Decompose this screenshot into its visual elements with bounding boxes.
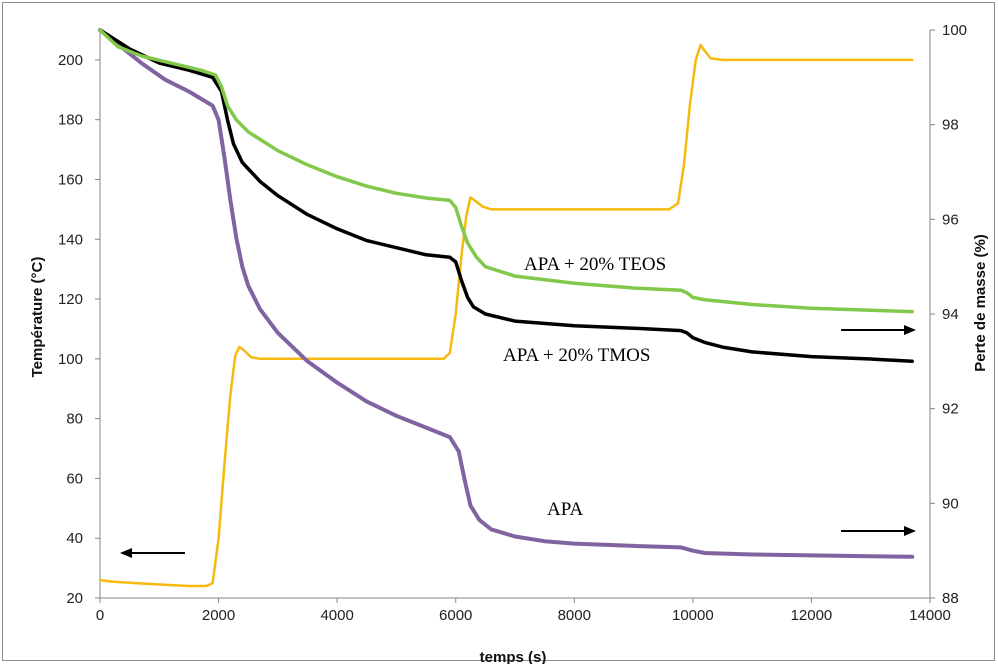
x-tick-label: 0 — [96, 607, 104, 624]
y-right-tick-label: 92 — [942, 401, 959, 418]
y-left-tick-label: 40 — [66, 530, 83, 547]
arrow-right-axis-lower — [841, 526, 916, 536]
x-tick-label: 2000 — [202, 607, 235, 624]
arrow-left-axis — [120, 548, 185, 558]
y-left-tick-label: 180 — [58, 112, 83, 129]
x-tick-label: 4000 — [320, 607, 353, 624]
x-tick-label: 8000 — [558, 607, 591, 624]
x-axis-title: temps (s) — [480, 649, 547, 664]
series-tmos-line — [98, 28, 914, 364]
plot-area — [99, 30, 931, 599]
y-left-tick-label: 20 — [66, 590, 83, 607]
y-right-tick-label: 88 — [942, 590, 959, 607]
y-right-axis-title: Perte de masse (%) — [972, 234, 989, 372]
y-right-tick-label: 96 — [942, 211, 959, 228]
y-right-tick-label: 98 — [942, 117, 959, 134]
series-teos-line — [98, 28, 914, 314]
y-left-tick-label: 160 — [58, 171, 83, 188]
x-tick-label: 14000 — [909, 607, 951, 624]
ticks-layer: 0 2000 4000 6000 8000 10000 12000 14000 20 40 60 80… — [58, 22, 967, 624]
y-left-tick-label: 100 — [58, 351, 83, 368]
y-right-tick-label: 100 — [942, 22, 967, 39]
y-right-tick-label: 94 — [942, 306, 959, 323]
x-tick-label: 10000 — [672, 607, 714, 624]
y-left-tick-label: 60 — [66, 470, 83, 487]
y-left-tick-label: 140 — [58, 231, 83, 248]
y-left-tick-label: 200 — [58, 52, 83, 69]
x-tick-label: 12000 — [791, 607, 833, 624]
y-left-axis-title: Température (°C) — [29, 257, 46, 378]
annotation-apa: APA — [547, 499, 584, 520]
y-left-tick-label: 80 — [66, 411, 83, 428]
series-temperature-line — [98, 43, 914, 588]
series-apa-line — [98, 28, 915, 559]
annotation-teos: APA + 20% TEOS — [524, 254, 666, 275]
y-left-tick-label: 120 — [58, 291, 83, 308]
y-right-tick-label: 90 — [942, 495, 959, 512]
arrow-right-axis-upper — [841, 325, 916, 335]
x-tick-label: 6000 — [439, 607, 472, 624]
series-layer — [98, 28, 915, 588]
annotation-tmos: APA + 20% TMOS — [503, 345, 650, 366]
